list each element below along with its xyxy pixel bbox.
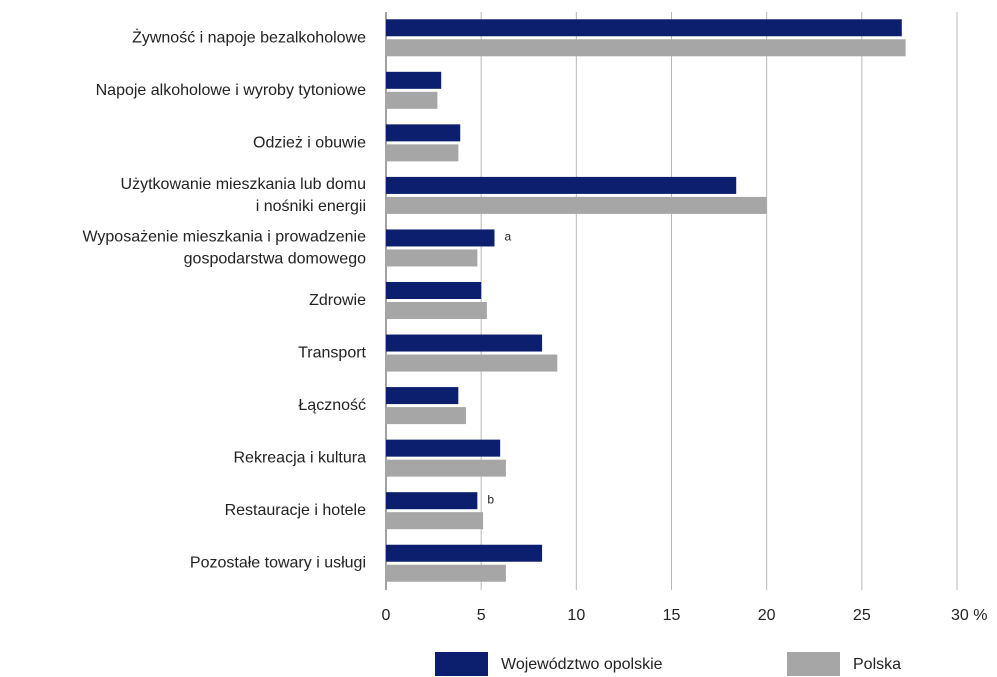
category-label: Wyposażenie mieszkania i prowadzenie gosp… (82, 229, 366, 268)
category-label: Zdrowie (309, 292, 366, 309)
bar (386, 124, 461, 142)
legend-swatch (787, 652, 840, 676)
bar (386, 439, 501, 457)
legend-label: Polska (853, 656, 901, 673)
bar (386, 407, 466, 425)
bar (386, 459, 506, 477)
category-label: Pozostałe towary i usługi (190, 555, 366, 572)
x-tick-label: 30 % (951, 607, 987, 624)
bar (386, 196, 767, 214)
x-tick-label: 20 (758, 607, 776, 624)
category-label: Łączność (298, 397, 366, 414)
category-label: Napoje alkoholowe i wyroby tytoniowe (96, 82, 366, 99)
category-label: Użytkowanie mieszkania lub domu i nośniki… (121, 176, 366, 215)
x-tick-label: 0 (382, 607, 391, 624)
bar (386, 176, 737, 194)
legend-label: Województwo opolskie (501, 656, 663, 673)
bar (386, 544, 543, 562)
bar (386, 229, 495, 247)
bar (386, 354, 558, 372)
bar (386, 282, 482, 299)
bar (386, 387, 459, 405)
category-label: Transport (298, 345, 366, 362)
bar (386, 249, 478, 267)
category-label: Żywność i napoje bezalkoholowe (132, 27, 366, 46)
bar (386, 512, 484, 530)
category-label: Restauracje i hotele (225, 502, 367, 519)
bar (386, 564, 506, 582)
category-label: Odzież i obuwie (253, 135, 366, 152)
x-tick-label: 25 (853, 607, 871, 624)
annotation: a (504, 230, 511, 244)
bar (386, 71, 442, 89)
bar (386, 302, 487, 319)
bar (386, 91, 438, 109)
bar (386, 144, 459, 162)
bar (386, 39, 906, 57)
bar (386, 334, 543, 352)
bar (386, 492, 478, 510)
legend-swatch (435, 652, 488, 676)
x-tick-label: 5 (477, 607, 486, 624)
category-label: Rekreacja i kultura (234, 450, 367, 467)
x-tick-label: 15 (663, 607, 681, 624)
bar (386, 19, 902, 37)
annotation: b (487, 492, 494, 506)
x-tick-label: 10 (567, 607, 585, 624)
